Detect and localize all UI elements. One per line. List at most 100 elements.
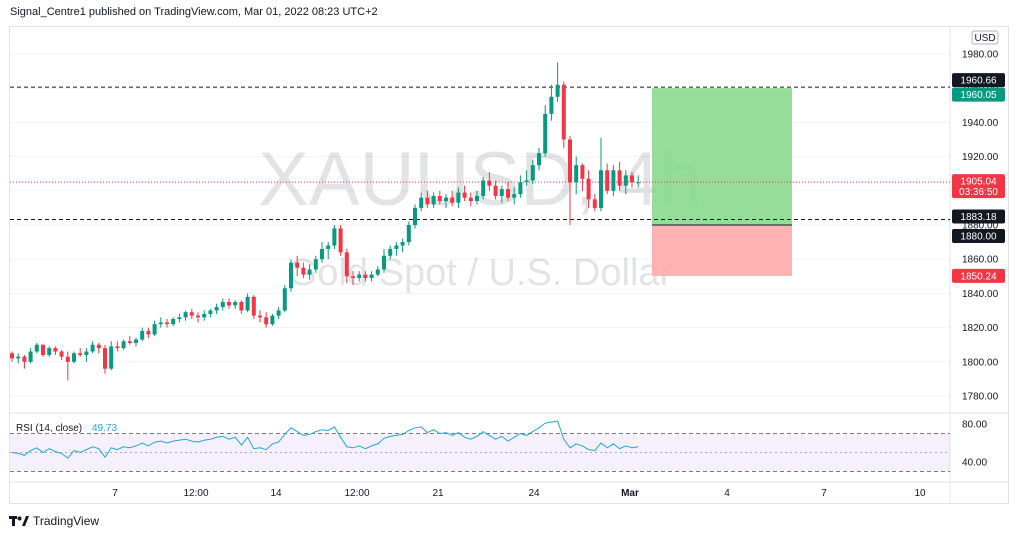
candle-body [53, 348, 58, 352]
candle-body [295, 262, 300, 268]
candle-body [630, 175, 634, 183]
candle-body [468, 197, 473, 202]
candle-body [140, 331, 145, 340]
candle-body [10, 353, 14, 359]
long-position-tool[interactable] [652, 88, 792, 276]
time-tick-label: 10 [914, 488, 926, 499]
price-label-text: 1905.04 [960, 177, 997, 188]
candle-body [431, 195, 436, 205]
candle-body [121, 341, 126, 349]
candle-body [456, 192, 461, 203]
candle-body [264, 317, 269, 325]
candle-body [611, 170, 616, 191]
watermark-subtitle: Gold Spot / U.S. Dollar [288, 252, 673, 294]
candle-body [450, 197, 455, 203]
candle-body [344, 252, 349, 277]
time-tick-label: 24 [528, 488, 540, 499]
footer[interactable]: TradingView [9, 511, 99, 531]
candle-body [171, 319, 176, 325]
candle-body [561, 84, 566, 140]
candle-body [369, 274, 374, 279]
candle-body [158, 322, 163, 325]
candle-body [28, 351, 33, 362]
time-tick-label: 21 [432, 488, 444, 499]
chart-frame[interactable] [9, 26, 1009, 504]
rsi-label: RSI (14, close) [16, 423, 82, 434]
candle-body [487, 180, 492, 186]
candle-body [84, 351, 89, 355]
candle-body [580, 165, 585, 179]
take-profit-zone [652, 88, 792, 225]
price-label [952, 229, 1005, 243]
candle-body [332, 228, 337, 246]
candle-body [22, 356, 27, 362]
candle-body [313, 259, 318, 270]
candle-body [214, 307, 219, 311]
candle-body [617, 170, 622, 186]
candle-body [530, 165, 535, 181]
candle-body [568, 139, 572, 183]
candle-body [326, 245, 331, 249]
footer-brand[interactable]: TradingView [33, 514, 100, 528]
candle-body [555, 84, 560, 97]
candle-body [72, 353, 76, 362]
candle-body [481, 180, 486, 196]
candle-body [289, 262, 293, 289]
candle-body [419, 197, 424, 208]
candle-body [636, 182, 641, 184]
candle-body [301, 267, 306, 275]
candle-body [276, 310, 281, 316]
candle-body [425, 197, 430, 205]
rsi-value: 49.73 [92, 423, 117, 434]
candle-body [282, 288, 287, 311]
time-tick-label: 12:00 [344, 488, 369, 499]
price-label-text: 1960.05 [960, 90, 997, 101]
candle-body [524, 180, 529, 183]
candle-body [109, 346, 114, 369]
candle-body [78, 353, 83, 355]
candle-body [623, 175, 628, 186]
time-tick-label: 12:00 [183, 488, 208, 499]
candle-body [388, 248, 393, 256]
price-label-text: 1850.24 [960, 271, 997, 282]
candle-body [512, 194, 517, 198]
candle-body [475, 195, 479, 202]
horizontal-lines[interactable] [10, 86, 950, 221]
candle-body [518, 182, 523, 195]
candle-body [208, 310, 213, 314]
candle-body [34, 344, 39, 352]
tradingview-logo-icon[interactable] [9, 514, 29, 528]
currency-badge [971, 30, 999, 45]
candle-body [506, 189, 510, 198]
candle-body [134, 339, 138, 343]
countdown-text: 03:36:50 [959, 187, 998, 198]
time-tick-label: 4 [724, 488, 730, 499]
stop-loss-zone [652, 225, 792, 276]
candle-body [338, 228, 343, 253]
price-tick-label: 1780.00 [962, 392, 999, 403]
candle-body [320, 248, 324, 260]
symbol-watermark: XAUUSD, 4h Gold Spot / U.S. Dollar [258, 137, 702, 294]
candle-body [227, 301, 231, 306]
candle-body [537, 153, 541, 166]
candle-body [437, 195, 442, 202]
price-tick-label: 1940.00 [962, 118, 999, 129]
candle-body [239, 301, 244, 311]
candle-body [599, 170, 603, 208]
price-axis[interactable]: 1980.001960.001940.001920.001900.001880.… [962, 30, 999, 469]
candle-body [177, 317, 182, 320]
time-tick-label: 7 [821, 488, 827, 499]
candle-body [103, 348, 107, 369]
candle-body [220, 301, 225, 308]
price-label-text: 1960.66 [960, 76, 997, 87]
candle-body [270, 315, 275, 325]
candle-body [245, 296, 250, 311]
time-axis[interactable]: 7 12:00 14 12:00 21 24 Mar 4 7 10 [112, 488, 926, 499]
chart-canvas[interactable]: XAUUSD, 4h Gold Spot / U.S. Dollar RSI (… [0, 0, 1024, 510]
price-labels: 1960.661960.051905.0403:36:501883.181880… [952, 73, 1005, 283]
candle-body [189, 312, 194, 316]
candle-body [406, 225, 411, 243]
candle-body [165, 322, 169, 325]
candle-body [444, 197, 448, 202]
candle-body [90, 344, 95, 352]
